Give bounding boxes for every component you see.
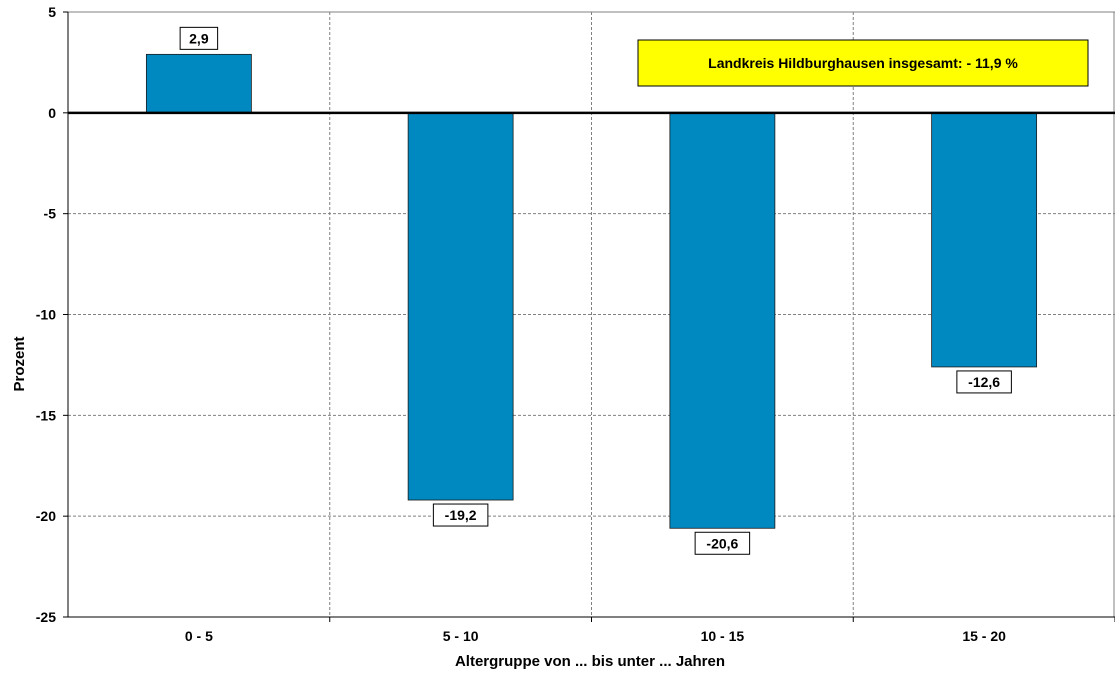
x-tick-label: 10 - 15 [701, 628, 745, 644]
bar-1 [145, 53, 252, 114]
y-tick-label: 0 [48, 105, 56, 121]
label-layer: 5 0 -5 -10 -15 -20 -25 0 - 5 2,9 5 - 10 -19,2 10 - … [36, 4, 1012, 644]
data-label-text: 2,9 [189, 30, 209, 46]
y-tick-label: -10 [36, 307, 56, 323]
data-label-box [694, 531, 751, 555]
x-axis-title: Altergruppe von ... bis unter ... Jahren [455, 653, 725, 670]
bar-3 [669, 112, 776, 529]
x-tick-label: 15 - 20 [962, 628, 1006, 644]
y-tick-label: -25 [36, 609, 56, 625]
y-axis-title: Prozent [11, 336, 28, 391]
bar-2 [407, 112, 514, 501]
y-tick-label: -15 [36, 407, 56, 423]
x-tick-label: 0 - 5 [185, 628, 213, 644]
bar-layer [145, 53, 1038, 529]
summary-annotation-text: Landkreis Hildburghausen insgesamt: - 11… [708, 55, 1018, 71]
axis-layer [63, 11, 1115, 622]
data-label-box [432, 503, 489, 527]
data-label-4: -12,6 [956, 370, 1012, 394]
data-label-2: -19,2 [432, 503, 489, 527]
data-label-1: 2,9 [179, 26, 219, 50]
y-tick-label: -20 [36, 508, 56, 524]
data-label-box [956, 370, 1012, 394]
x-tick-label: 5 - 10 [443, 628, 479, 644]
data-label-text: -20,6 [706, 535, 738, 551]
data-label-3: -20,6 [694, 531, 751, 555]
bar-4 [931, 112, 1038, 368]
y-tick-label: 5 [48, 4, 56, 20]
data-label-text: -19,2 [445, 507, 477, 523]
data-label-text: -12,6 [968, 374, 1000, 390]
data-label-box [179, 26, 219, 50]
y-tick-label: -5 [44, 206, 57, 222]
summary-annotation: Landkreis Hildburghausen insgesamt: - 11… [637, 39, 1089, 87]
